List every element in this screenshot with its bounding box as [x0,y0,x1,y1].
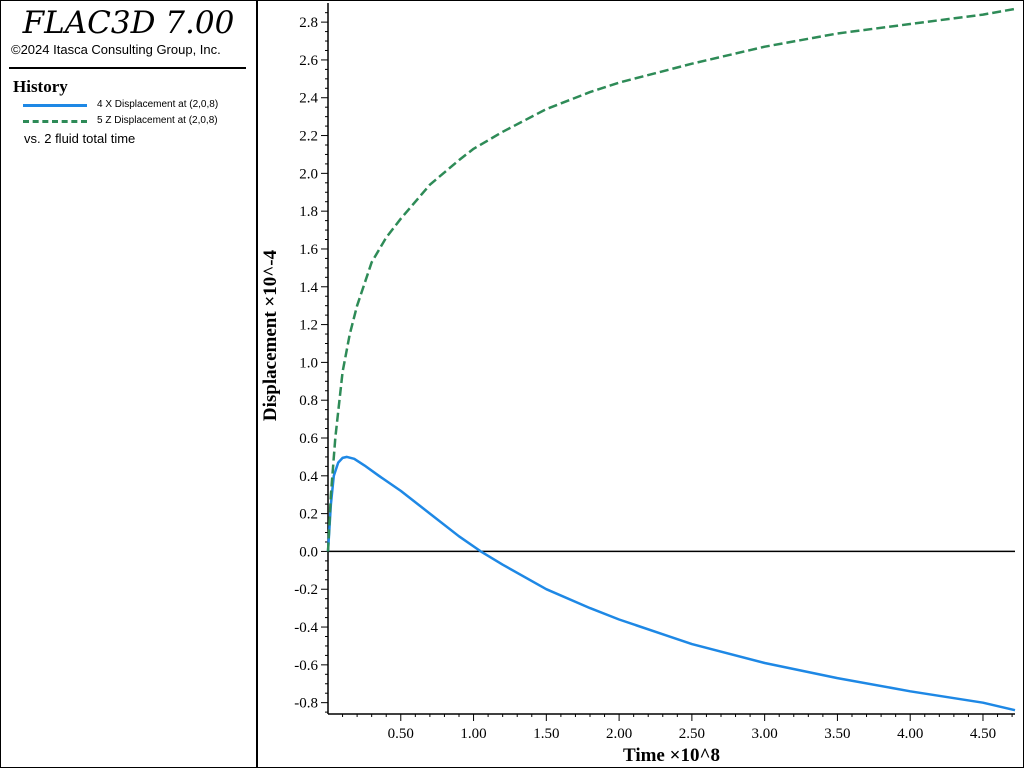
y-tick-label: 2.4 [299,91,318,107]
legend-entry-z-displacement: 5 Z Displacement at (2,0,8) [23,115,253,127]
y-tick-label: -0.4 [294,620,318,636]
y-tick-label: 0.8 [299,393,318,409]
x-tick-label: 0.50 [388,726,414,742]
legend-panel: FLAC3D 7.00 ©2024 Itasca Consulting Grou… [1,1,258,767]
y-tick-label: -0.2 [294,582,318,598]
x-tick-label: 4.50 [970,726,996,742]
y-axis-title: Displacement ×10^-4 [260,249,281,421]
y-tick-label: 0.6 [299,431,318,447]
x-tick-label: 3.00 [752,726,778,742]
legend-label: 4 X Displacement at (2,0,8) [97,99,219,110]
x-axis-title: Time ×10^8 [623,745,720,766]
x-tick-label: 3.50 [824,726,850,742]
x-tick-label: 2.00 [606,726,632,742]
series-line-2 [326,7,1016,552]
y-tick-label: 0.4 [299,469,318,485]
y-tick-label: -0.8 [294,696,318,712]
y-tick-label: 1.6 [299,242,318,258]
copyright-text: ©2024 Itasca Consulting Group, Inc. [11,42,221,57]
y-tick-label: 2.8 [299,15,318,31]
y-tick-label: 1.8 [299,204,318,220]
legend-swatch-dashed [23,120,87,123]
x-tick-label: 4.00 [897,726,923,742]
y-tick-label: 1.2 [299,318,318,334]
y-tick-label: 0.0 [299,544,318,560]
y-tick-label: 2.6 [299,53,318,69]
chart-area: -0.8 -0.6 -0.4 -0.2 0.0 0.2 0.4 0.6 0.8 1.0 1.2 1.4… [260,3,1016,766]
x-tick-label: 1.00 [460,726,486,742]
y-tick-label: 1.0 [299,355,318,371]
y-tick-label: 2.0 [299,166,318,182]
series-line-1 [326,455,1016,712]
axes: -0.8 -0.6 -0.4 -0.2 0.0 0.2 0.4 0.6 0.8 1.0 1.2 1.4… [294,3,1015,742]
y-tick-label: -0.6 [294,658,318,674]
legend-swatch-solid [23,104,87,107]
app-title: FLAC3D 7.00 [22,5,235,41]
y-tick-label: 2.2 [299,129,318,145]
x-tick-label: 1.50 [533,726,559,742]
y-tick-label: 1.4 [299,280,318,296]
legend-label: 5 Z Displacement at (2,0,8) [97,115,218,126]
legend-divider [9,67,246,69]
x-variable-label: vs. 2 fluid total time [24,131,136,146]
y-tick-label: 0.2 [299,507,318,523]
series-layer [326,7,1016,712]
x-tick-label: 2.50 [679,726,705,742]
legend-entry-x-displacement: 4 X Displacement at (2,0,8) [23,99,253,111]
legend-heading: History [13,77,68,96]
